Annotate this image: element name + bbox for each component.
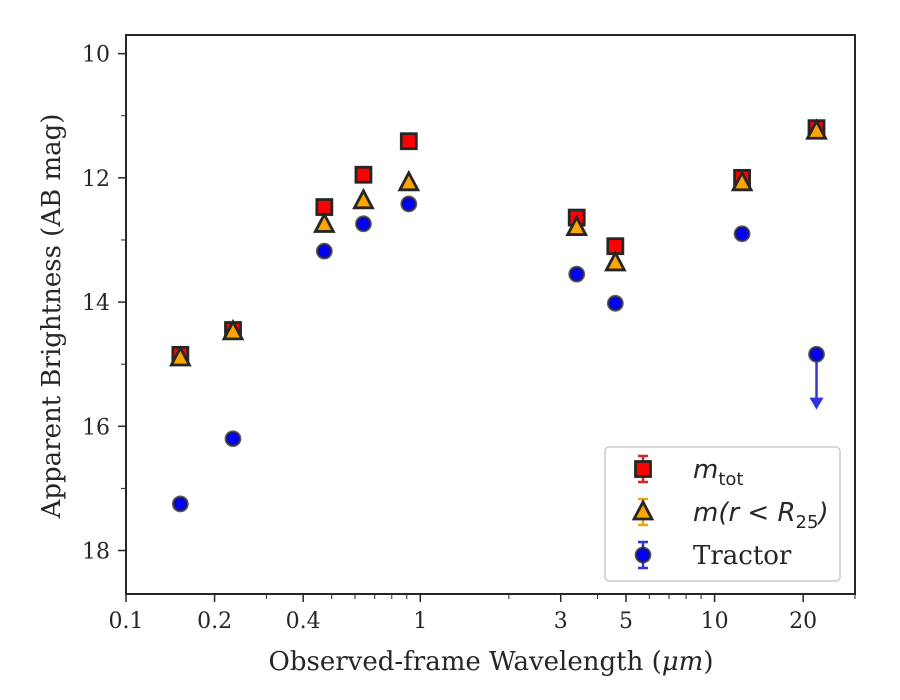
x-tick-label: 0.2 [197, 609, 232, 634]
data-point-circle [315, 242, 333, 260]
y-axis-label: Apparent Brightness (AB mag) [37, 114, 67, 520]
axes: 0.1 0.2 0.4 1 3 5 10 20 10 12 14 16 18 [82, 34, 856, 634]
data-point-square [354, 165, 373, 184]
y-tick-label: 10 [82, 43, 110, 68]
x-tick-label: 0.1 [109, 609, 144, 634]
plot-area [169, 118, 828, 513]
data-point-circle [355, 215, 372, 233]
data-point-circle [733, 225, 751, 243]
data-point-triangle [169, 344, 192, 367]
y-tick-label: 16 [82, 415, 110, 440]
legend-label: mtot [693, 455, 743, 490]
x-tick-label: 10 [701, 609, 729, 634]
y-tick-label: 14 [82, 291, 110, 316]
data-point-circle [400, 195, 418, 213]
series-square [171, 119, 826, 364]
legend-marker-triangle [631, 499, 655, 521]
data-point-triangle [730, 169, 754, 192]
data-point-circle [171, 495, 189, 513]
x-tick-label: 20 [789, 609, 817, 634]
legend-marker-square [634, 460, 652, 478]
data-point-circle [606, 294, 624, 312]
x-tick-label: 3 [554, 609, 568, 634]
x-tick-label: 1 [413, 609, 427, 634]
plot-frame [125, 34, 856, 595]
x-axis-label: Observed-frame Wavelength (μm) [269, 647, 714, 677]
data-point-triangle [352, 187, 375, 210]
data-point-triangle [565, 214, 589, 236]
series-circle [171, 195, 825, 513]
y-tick-label: 18 [82, 540, 110, 565]
x-tick-label: 0.4 [286, 609, 321, 634]
data-point-triangle [604, 249, 627, 272]
legend-box [604, 446, 841, 582]
data-point-triangle [805, 118, 828, 140]
data-point-circle [224, 430, 242, 448]
legend: mtot m(r < R25) Tractor [604, 446, 841, 582]
legend-label: Tractor [693, 541, 792, 571]
data-point-circle [568, 265, 586, 283]
data-point-triangle [313, 211, 336, 233]
upper-limit-arrow-head [809, 397, 824, 410]
data-point-square [399, 132, 418, 151]
y-tick-label: 12 [82, 167, 110, 192]
data-point-circle [808, 345, 825, 363]
legend-label: m(r < R25) [693, 498, 829, 533]
data-point-triangle [397, 169, 421, 192]
legend-marker-circle [634, 546, 652, 564]
series-triangle [169, 118, 828, 367]
x-tick-label: 5 [619, 609, 633, 634]
data-point-triangle [221, 318, 245, 341]
